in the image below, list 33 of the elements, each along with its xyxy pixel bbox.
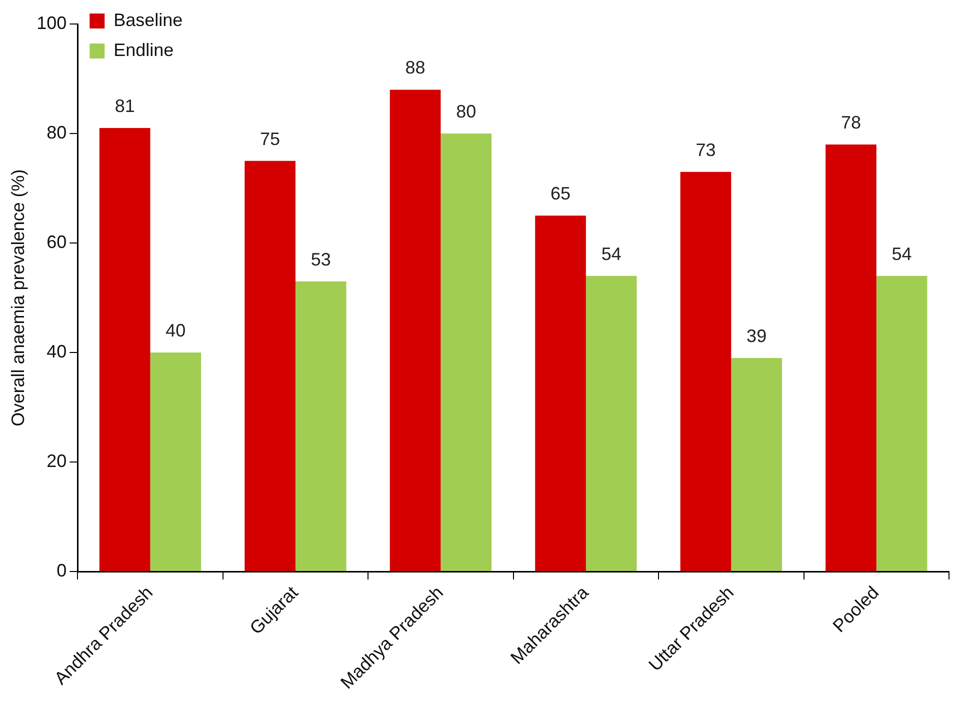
y-axis-title: Overall anaemia prevalence (%) [8,169,28,426]
bar [99,128,150,572]
data-label: 54 [892,244,912,264]
bar [680,172,732,572]
y-tick-label: 20 [46,450,67,471]
y-tick-label: 0 [56,560,67,580]
bar [390,90,441,572]
bar [440,134,492,572]
legend-label: Endline [114,40,174,60]
data-label: 78 [840,112,861,132]
data-label: 39 [746,326,767,346]
data-label: 73 [696,140,716,160]
bar [150,352,202,572]
bar [876,276,928,572]
data-label: 75 [260,128,280,149]
y-tick-label: 40 [46,341,67,362]
legend-label: Baseline [114,10,183,30]
y-tick-label: 80 [46,122,67,142]
y-tick-label: 60 [46,232,67,252]
data-label: 40 [166,320,186,340]
bar [535,216,586,572]
data-label: 81 [114,96,135,116]
y-tick-label: 100 [36,12,67,33]
bar [826,144,876,572]
bar [731,358,782,572]
data-label: 88 [405,58,426,78]
bar [586,276,637,572]
data-label: 65 [550,184,571,204]
bar [295,281,346,572]
bar [244,160,296,572]
data-label: 54 [601,244,622,264]
data-label: 80 [456,101,476,122]
data-label: 53 [310,249,331,270]
